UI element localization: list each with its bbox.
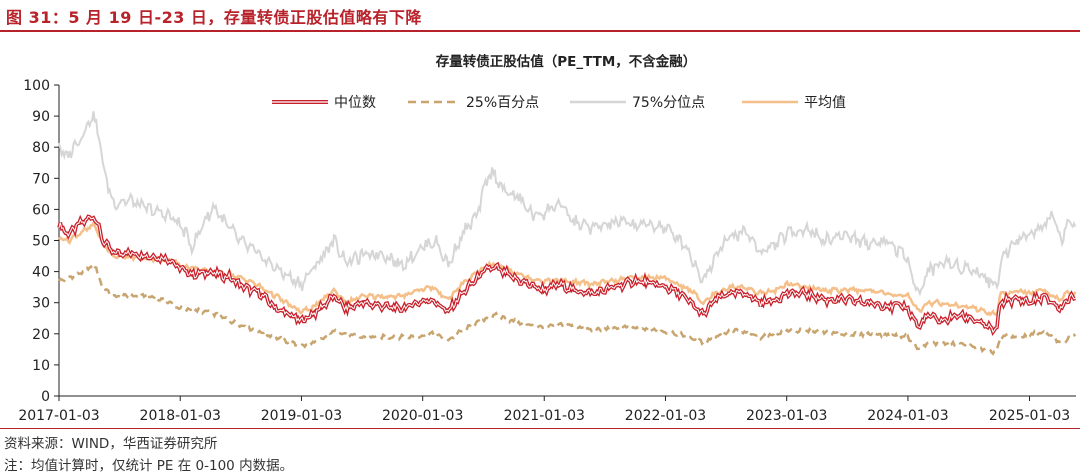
y-tick-label: 50 [32,234,50,250]
y-tick-label: 80 [32,140,50,156]
legend-mean: 平均值 [742,95,846,111]
x-tick-label: 2018-01-03 [140,408,221,424]
x-tick-label: 2019-01-03 [261,408,342,424]
x-tick-label: 2020-01-03 [382,408,463,424]
median-line-outer [57,214,1076,337]
y-tick-label: 30 [32,296,50,312]
series-p75-line [58,111,1077,297]
bottom-rule [0,428,1080,429]
y-axis: 0 10 20 30 40 50 60 70 80 90 100 [23,78,60,405]
line-chart: 存量转债正股估值（PE_TTM，不含金融） 中位数 25%百分点 75%分位点 … [18,53,1077,424]
x-axis: 2017-01-03 2018-01-03 2019-01-03 2020-01-03… [18,395,1076,424]
y-tick-label: 60 [32,202,50,218]
y-tick-label: 90 [32,109,50,125]
x-tick-label: 2025-01-03 [989,408,1070,424]
series-lines [57,111,1077,356]
legend-label-p75: 75%分位点 [632,95,705,111]
source-note: 资料来源：WIND，华西证券研究所 [4,436,218,452]
y-tick-label: 40 [32,265,50,281]
x-tick-label: 2023-01-03 [746,408,827,424]
legend-label-median: 中位数 [334,95,376,111]
x-tick-label: 2017-01-03 [18,408,99,424]
series-median-line [57,214,1076,337]
x-tick-label: 2021-01-03 [504,408,585,424]
legend-p75: 75%分位点 [570,95,705,111]
y-tick-label: 10 [32,358,50,374]
series-p25-line [57,263,1077,356]
y-tick-label: 100 [23,78,50,94]
median-line-inner [58,215,1076,334]
comment-note: 注：均值计算时，仅统计 PE 在 0-100 内数据。 [4,458,294,474]
legend-p25: 25%百分点 [408,95,539,111]
legend-median: 中位数 [272,95,376,111]
legend-label-p25: 25%百分点 [466,95,539,111]
x-tick-label: 2024-01-03 [867,408,948,424]
legend: 中位数 25%百分点 75%分位点 平均值 [272,95,846,111]
y-tick-label: 20 [32,327,50,343]
chart-title: 存量转债正股估值（PE_TTM，不含金融） [436,53,697,70]
legend-label-mean: 平均值 [804,95,846,111]
figure-title: 图 31：5 月 19 日-23 日，存量转债正股估值略有下降 [6,8,422,27]
top-rule [0,30,1080,32]
x-tick-label: 2022-01-03 [625,408,706,424]
y-tick-label: 0 [41,389,50,405]
y-tick-label: 70 [32,171,50,187]
